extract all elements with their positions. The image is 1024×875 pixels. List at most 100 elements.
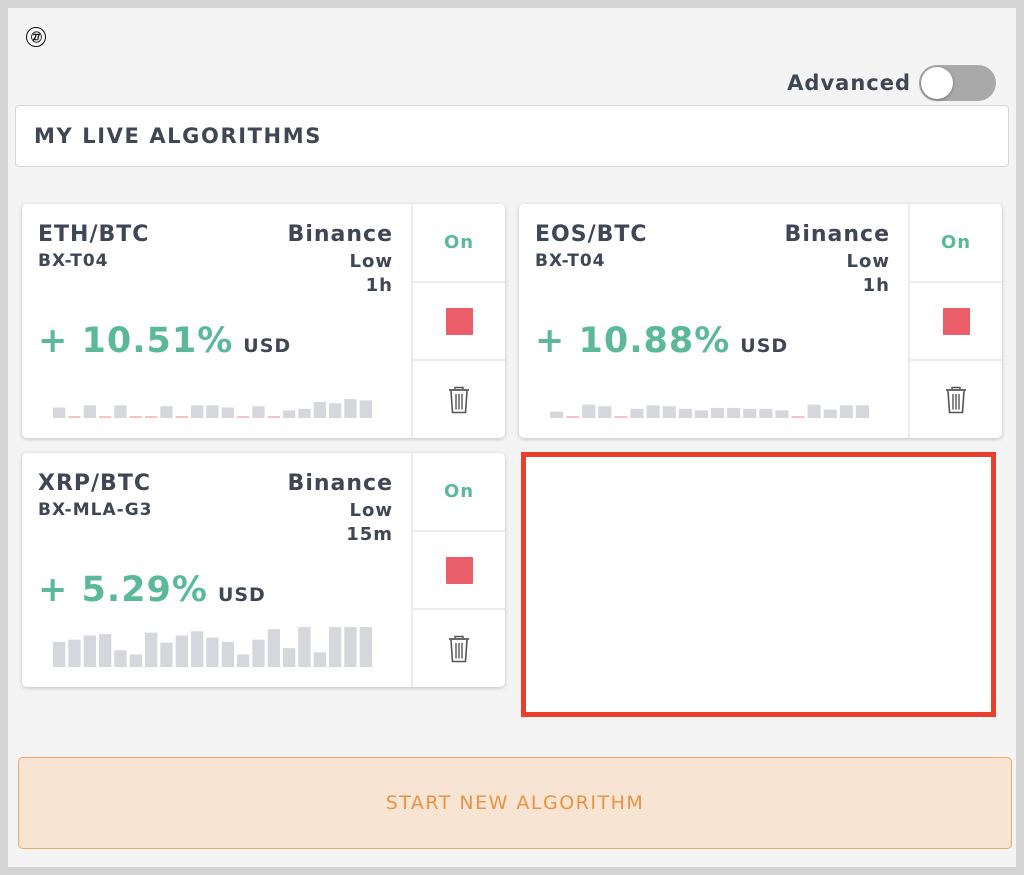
- card-main: XRP/BTC BX-MLA-G3 Binance Low 15m + 5.29…: [22, 453, 413, 687]
- sparkline-bar: [252, 406, 265, 418]
- sparkline-bar: [283, 410, 296, 418]
- sparkline-bar: [662, 406, 676, 418]
- sparkline-bar: [68, 639, 81, 667]
- stop-icon: [445, 307, 473, 335]
- sparkline-bar: [145, 632, 158, 667]
- sparkline-bar: [221, 407, 234, 418]
- sparkline-bar: [313, 402, 326, 418]
- sparkline-bar: [727, 407, 741, 418]
- sparkline-bar: [160, 642, 173, 667]
- status-label: On: [443, 231, 475, 253]
- advanced-label: Advanced: [787, 71, 911, 95]
- stop-button[interactable]: [910, 283, 1002, 362]
- sparkline-bar: [129, 654, 142, 667]
- algorithm-card[interactable]: ETH/BTC BX-T04 Binance Low 1h + 10.51% U…: [22, 204, 505, 438]
- sparkline-bar: [114, 405, 127, 418]
- trading-pair: EOS/BTC: [535, 222, 648, 247]
- empty-algorithm-slot[interactable]: [521, 452, 996, 717]
- sparkline-bar: [344, 627, 357, 667]
- status-label: On: [940, 231, 972, 253]
- sparkline-bar: [129, 416, 142, 418]
- risk-level: Low: [349, 500, 393, 521]
- algorithm-id: BX-T04: [535, 251, 606, 271]
- exchange-name: Binance: [287, 222, 393, 247]
- card-actions: On: [413, 453, 505, 687]
- performance-value: + 10.51%: [38, 321, 234, 361]
- section-title: MY LIVE ALGORITHMS: [34, 124, 322, 148]
- sparkline-bar: [114, 650, 127, 667]
- sparkline-bar: [206, 405, 219, 418]
- status-on-button[interactable]: On: [910, 204, 1002, 283]
- sparkline-bar: [221, 641, 234, 667]
- sparkline-bar: [359, 627, 372, 667]
- risk-level: Low: [846, 251, 890, 272]
- sparkline-bar: [298, 408, 311, 418]
- sparkline-bar: [823, 409, 837, 418]
- delete-button[interactable]: [413, 610, 505, 687]
- time-interval: 1h: [862, 275, 890, 296]
- performance-value: + 10.88%: [535, 321, 731, 361]
- sparkline-bar: [566, 416, 580, 418]
- stop-icon: [942, 307, 970, 335]
- sparkline-bar: [191, 631, 204, 667]
- sparkline-bar: [791, 416, 805, 418]
- sparkline-bar: [598, 406, 612, 418]
- sparkline-bar: [283, 648, 296, 667]
- algorithm-id: BX-T04: [38, 251, 109, 271]
- stop-button[interactable]: [413, 532, 505, 611]
- sparkline-bar: [711, 407, 725, 418]
- advanced-toggle-group: Advanced: [787, 65, 996, 101]
- advanced-toggle[interactable]: [919, 65, 996, 101]
- performance-sparkline: [53, 399, 372, 418]
- card-actions: On: [413, 204, 505, 438]
- sparkline-bar: [206, 637, 219, 667]
- sparkline-bar: [53, 641, 66, 667]
- status-on-button[interactable]: On: [413, 204, 505, 283]
- sparkline-bar: [237, 654, 250, 667]
- stop-icon: [445, 556, 473, 584]
- sparkline-bar: [807, 404, 821, 418]
- trading-pair: ETH/BTC: [38, 222, 150, 247]
- performance-unit: USD: [243, 335, 292, 357]
- toggle-knob: [921, 67, 953, 99]
- exchange-name: Binance: [784, 222, 890, 247]
- sparkline-bar: [694, 410, 708, 418]
- start-button-label: START NEW ALGORITHM: [385, 792, 645, 814]
- algorithm-card[interactable]: XRP/BTC BX-MLA-G3 Binance Low 15m + 5.29…: [22, 453, 505, 687]
- algorithm-card[interactable]: EOS/BTC BX-T04 Binance Low 1h + 10.88% U…: [519, 204, 1002, 438]
- sparkline-bar: [614, 416, 628, 418]
- performance-sparkline: [53, 627, 372, 667]
- sparkline-bar: [175, 635, 188, 667]
- status-label: On: [443, 480, 475, 502]
- performance-value: + 5.29%: [38, 570, 208, 610]
- start-new-algorithm-button[interactable]: START NEW ALGORITHM: [18, 757, 1012, 849]
- sparkline-bar: [344, 399, 357, 418]
- card-actions: On: [910, 204, 1002, 438]
- performance: + 10.88% USD: [535, 321, 788, 361]
- trading-pair: XRP/BTC: [38, 471, 151, 496]
- performance: + 5.29% USD: [38, 570, 266, 610]
- sparkline-bar: [646, 405, 660, 418]
- status-on-button[interactable]: On: [413, 453, 505, 532]
- sparkline-bar: [298, 627, 311, 667]
- stop-button[interactable]: [413, 283, 505, 362]
- delete-button[interactable]: [413, 361, 505, 438]
- sparkline-bar: [855, 405, 869, 418]
- delete-button[interactable]: [910, 361, 1002, 438]
- sparkline-bar: [252, 639, 265, 667]
- performance-sparkline: [550, 404, 869, 418]
- performance: + 10.51% USD: [38, 321, 291, 361]
- sparkline-bar: [359, 400, 372, 418]
- sparkline-bar: [267, 629, 280, 667]
- sparkline-bar: [68, 416, 81, 418]
- sparkline-bar: [237, 416, 250, 418]
- sparkline-bar: [743, 408, 757, 418]
- performance-unit: USD: [217, 584, 266, 606]
- trash-icon: [449, 386, 469, 413]
- sparkline-bar: [550, 411, 564, 418]
- sparkline-bar: [191, 405, 204, 418]
- sparkline-bar: [175, 416, 188, 418]
- card-main: ETH/BTC BX-T04 Binance Low 1h + 10.51% U…: [22, 204, 413, 438]
- trash-icon: [449, 635, 469, 662]
- algorithm-id: BX-MLA-G3: [38, 500, 153, 520]
